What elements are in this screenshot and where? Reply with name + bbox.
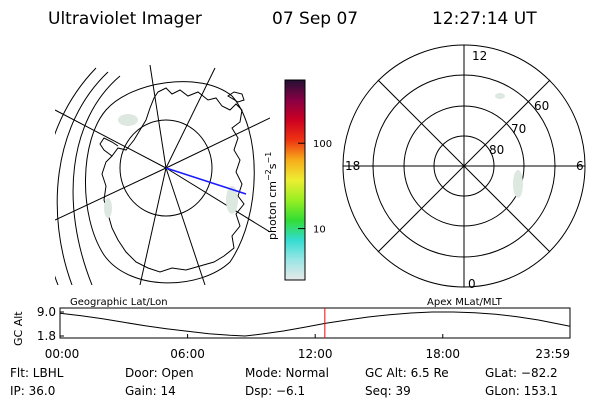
meridian-1 bbox=[149, 65, 167, 169]
geographic-panel: Geographic Lat/Lon bbox=[55, 65, 270, 308]
aurora-speckle-right bbox=[495, 93, 523, 198]
aurora-speckle-left bbox=[104, 114, 238, 218]
altitude-series-line bbox=[59, 311, 571, 337]
status-footer: Flt: LBHL Door: Open Mode: Normal GC Alt: 6… bbox=[10, 366, 558, 398]
x-tick-label: 00:00 bbox=[45, 347, 80, 361]
status-mode: Mode: Normal bbox=[245, 366, 329, 380]
meridian-7 bbox=[165, 167, 206, 285]
y-tick-label: 9.0 bbox=[37, 305, 56, 319]
coastline-island bbox=[227, 91, 245, 103]
status-glat: GLat: −82.2 bbox=[485, 366, 558, 380]
status-ip: IP: 36.0 bbox=[10, 384, 55, 398]
status-dsp: Dsp: −6.1 bbox=[245, 384, 305, 398]
status-door: Door: Open bbox=[125, 366, 194, 380]
meridian-6 bbox=[139, 167, 167, 285]
magnetic-panel bbox=[342, 44, 586, 288]
altitude-axis-label: GC Alt bbox=[12, 311, 25, 346]
mlat-label-70: 70 bbox=[511, 122, 526, 136]
altitude-plot-frame bbox=[59, 307, 571, 339]
meridian-5 bbox=[55, 167, 167, 221]
mlt-label-12: 12 bbox=[472, 49, 487, 63]
image-time: 12:27:14 UT bbox=[432, 9, 537, 29]
image-date: 07 Sep 07 bbox=[272, 9, 358, 29]
colorbar-gradient bbox=[284, 79, 306, 281]
meridian-4 bbox=[55, 109, 167, 169]
mlt-label-18: 18 bbox=[345, 159, 360, 173]
lat-arc-outer-2 bbox=[56, 71, 109, 285]
status-seq: Seq: 39 bbox=[365, 384, 411, 398]
status-gain: Gain: 14 bbox=[125, 384, 176, 398]
colorbar-label: photon cm−2s−1 bbox=[264, 152, 279, 240]
coastline-peninsula bbox=[99, 137, 119, 157]
lat-arc-outer-3 bbox=[55, 67, 97, 285]
x-tick-label: 23:59 bbox=[535, 347, 570, 361]
y-tick-label: 1.8 bbox=[37, 329, 56, 343]
meridian-2 bbox=[165, 67, 216, 169]
x-tick-label: 12:00 bbox=[298, 347, 333, 361]
x-tick-label: 18:00 bbox=[425, 347, 460, 361]
altitude-chart: 00:00 06:00 12:00 18:00 23:59 9.0 1.8 GC Alt bbox=[12, 305, 571, 361]
geographic-caption: Geographic Lat/Lon bbox=[70, 297, 168, 308]
colorbar-tick-label: 10 bbox=[313, 225, 326, 236]
mlt-label-0: 0 bbox=[468, 277, 476, 291]
magnetic-labels: 12 18 6 0 60 70 80 Apex MLat/MLT bbox=[345, 49, 584, 308]
mlt-line-diag-2 bbox=[377, 79, 551, 253]
meridian-8 bbox=[165, 167, 270, 233]
spin-axis-pointer bbox=[165, 167, 247, 195]
lat-arc-outer-1 bbox=[72, 75, 121, 285]
header: Ultraviolet Imager 07 Sep 07 12:27:14 UT bbox=[48, 9, 537, 29]
instrument-title: Ultraviolet Imager bbox=[48, 9, 202, 29]
magnetic-caption: Apex MLat/MLT bbox=[427, 297, 503, 308]
meridian-3 bbox=[165, 117, 270, 169]
horizon-ellipse bbox=[85, 81, 255, 284]
colorbar: 100 10 photon cm−2s−1 bbox=[264, 79, 332, 281]
status-gcalt: GC Alt: 6.5 Re bbox=[365, 366, 449, 380]
lat-circle-inner bbox=[119, 119, 213, 217]
mlat-label-80: 80 bbox=[489, 143, 504, 157]
status-glon: GLon: 153.1 bbox=[485, 384, 558, 398]
coastline-antarctica bbox=[101, 87, 245, 273]
mlt-label-6: 6 bbox=[576, 159, 584, 173]
colorbar-tick-label: 100 bbox=[313, 139, 332, 150]
mlat-label-60: 60 bbox=[534, 99, 549, 113]
status-flt: Flt: LBHL bbox=[10, 366, 64, 380]
x-tick-label: 06:00 bbox=[170, 347, 205, 361]
